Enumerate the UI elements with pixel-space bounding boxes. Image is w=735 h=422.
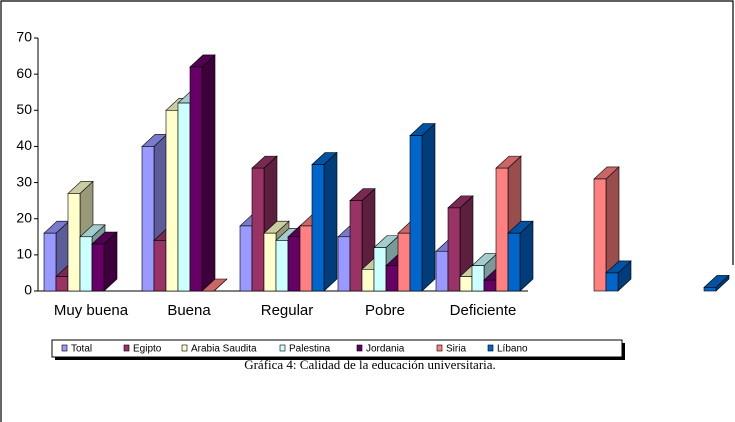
bar-front <box>337 236 351 292</box>
legend-label: Jordania <box>366 344 405 355</box>
y-tick-label: 0 <box>24 282 32 298</box>
bar <box>189 54 216 292</box>
bar-front <box>311 164 325 292</box>
bar <box>409 122 436 292</box>
bar-top <box>201 278 228 292</box>
y-tick-label: 10 <box>16 246 32 262</box>
bar-front <box>189 66 203 292</box>
y-tick-label: 40 <box>16 137 32 153</box>
bar-side <box>323 151 338 292</box>
legend-label: Egipto <box>133 344 162 355</box>
bar-side <box>421 122 436 292</box>
bar-front <box>361 269 375 292</box>
bar-front <box>349 200 363 292</box>
bar-front <box>141 146 155 292</box>
legend-label: Total <box>71 344 92 355</box>
bar <box>311 151 338 292</box>
legend-swatch <box>61 344 68 352</box>
y-tick-label: 20 <box>16 209 32 225</box>
bar-front <box>275 240 289 292</box>
bar-front <box>91 243 105 292</box>
bar-front <box>483 279 497 292</box>
bar <box>593 166 620 292</box>
bar-front <box>177 102 191 292</box>
bar-front <box>605 272 619 292</box>
y-tick-label: 70 <box>16 29 32 45</box>
x-tick-label: Muy buena <box>54 302 129 319</box>
x-tick-label: Deficiente <box>450 302 517 319</box>
bar-front <box>593 178 607 292</box>
bar-front <box>507 232 521 292</box>
bar-front <box>373 247 387 292</box>
x-tick-label: Buena <box>167 302 211 319</box>
legend-label: Siria <box>446 344 466 355</box>
bar <box>507 220 534 292</box>
bar-front <box>447 207 461 292</box>
legend-swatch <box>181 344 188 352</box>
bar-front <box>409 135 423 292</box>
bar-front <box>79 236 93 292</box>
bar <box>201 278 228 292</box>
legend-swatch <box>487 344 494 352</box>
caption: Gráfica 4: Calidad de la educación unive… <box>244 357 496 372</box>
legend-swatch <box>123 344 130 352</box>
bar <box>91 231 118 292</box>
bar-front <box>43 232 57 292</box>
bar-side <box>201 54 216 292</box>
bar-front <box>471 265 485 292</box>
bar-front <box>67 193 81 292</box>
bar-front <box>397 232 411 292</box>
bar-front <box>55 276 69 292</box>
bar-front <box>165 109 179 292</box>
bar <box>703 274 730 292</box>
legend: Total Egipto Arabia Saudita Palestina Jordan… <box>51 339 625 360</box>
x-tick-label: Regular <box>261 302 314 319</box>
legend-label: Arabia Saudita <box>191 344 257 355</box>
y-tick-label: 30 <box>16 173 32 189</box>
bar-front <box>299 225 313 292</box>
legend-label: Líbano <box>497 344 528 355</box>
legend-swatch <box>356 344 363 352</box>
legend-box <box>51 339 623 358</box>
legend-swatch <box>279 344 286 352</box>
bar-front <box>287 236 301 292</box>
bar-front <box>435 250 449 292</box>
legend-label: Palestina <box>289 344 331 355</box>
bar-front <box>251 167 265 292</box>
y-tick-label: 50 <box>16 101 32 117</box>
bar <box>605 260 632 292</box>
bar-front <box>385 265 399 292</box>
y-tick-label: 60 <box>16 65 32 81</box>
bar-front <box>459 276 473 292</box>
bar-front <box>263 232 277 292</box>
legend-swatch <box>436 344 443 352</box>
x-tick-label: Pobre <box>365 302 405 319</box>
bar-front <box>703 287 717 292</box>
bar-front <box>153 240 167 292</box>
bar-front <box>239 225 253 292</box>
bar-front <box>495 167 509 292</box>
